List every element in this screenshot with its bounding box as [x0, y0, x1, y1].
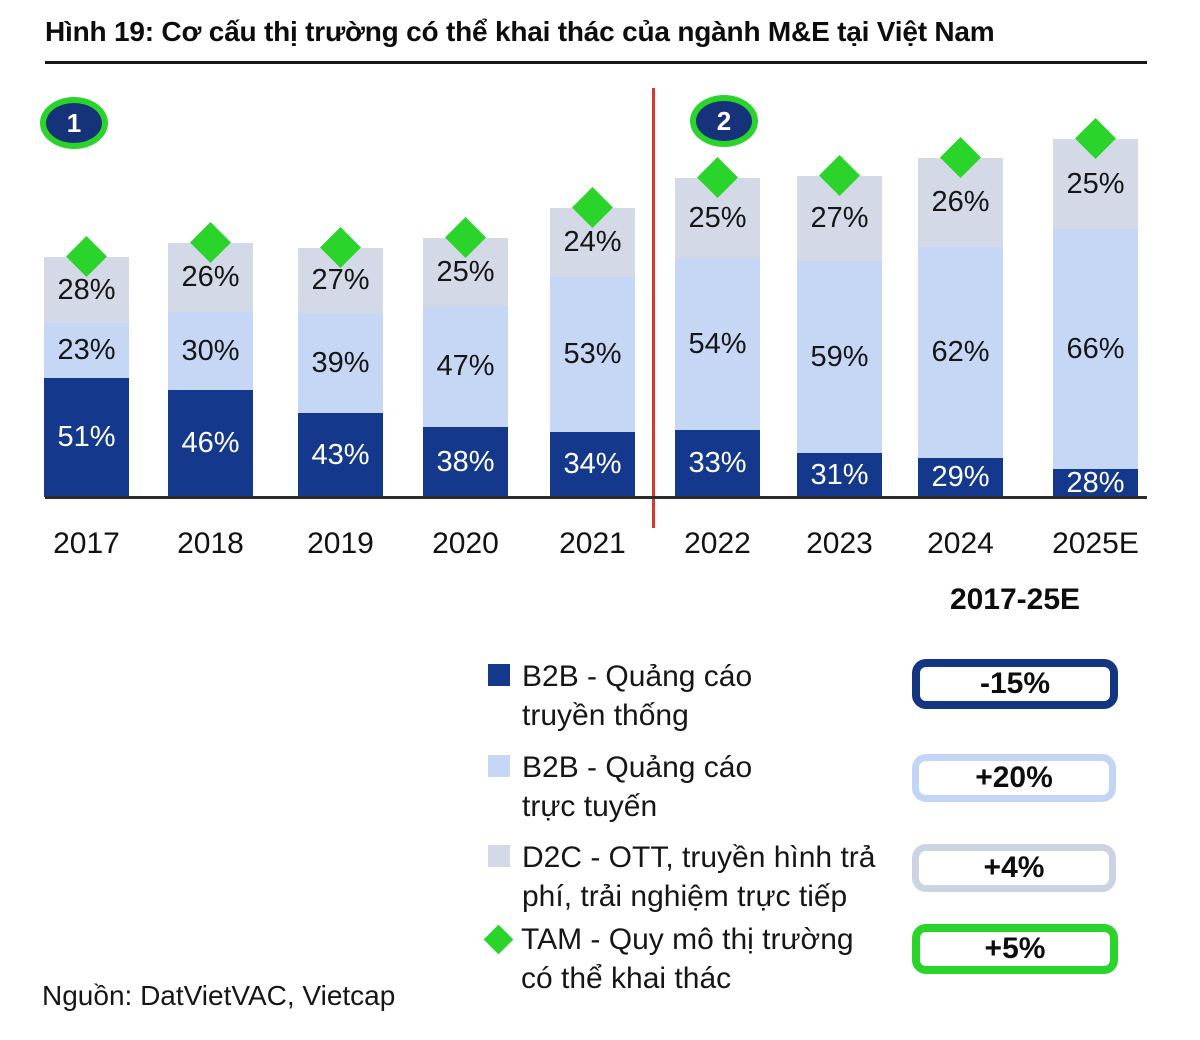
stacked-bar-2017: 28% 23% 51% — [44, 235, 129, 497]
segment-d2c-2024: 26% — [918, 158, 1003, 247]
segment-b2b-online-2021: 53% — [550, 277, 635, 432]
legend-item-1: B2B - Quảng cáo trực tuyến — [488, 748, 752, 826]
stacked-bar-2023: 27% 59% 31% — [797, 154, 882, 497]
segment-value-label: 33% — [688, 447, 747, 479]
segment-b2b-traditional-2020: 38% — [423, 427, 508, 497]
legend-square-icon — [488, 664, 510, 686]
segment-value-label: 47% — [436, 350, 495, 382]
x-axis-label-2021: 2021 — [559, 527, 626, 560]
x-axis-label-2020: 2020 — [432, 527, 499, 560]
segment-value-label: 28% — [57, 273, 116, 306]
x-axis-label-2025E: 2025E — [1052, 527, 1139, 560]
stacked-bar-2022: 25% 54% 33% — [675, 156, 760, 497]
period-divider-line — [652, 88, 655, 528]
legend-diamond-icon — [483, 924, 514, 955]
x-axis-label-2024: 2024 — [927, 527, 994, 560]
segment-value-label: 34% — [563, 448, 622, 480]
title-underline — [45, 61, 1147, 64]
segment-value-label: 29% — [931, 461, 990, 493]
stacked-bar-2019: 27% 39% 43% — [298, 226, 383, 497]
segment-value-label: 30% — [181, 334, 240, 367]
legend-item-3: TAM - Quy mô thị trường có thể khai thác — [483, 920, 854, 998]
legend-label: B2B - Quảng cáo trực tuyến — [522, 751, 753, 823]
cagr-badge--15: -15% — [912, 659, 1118, 709]
segment-b2b-traditional-2018: 46% — [168, 390, 253, 497]
segment-b2b-traditional-2024: 29% — [918, 458, 1003, 497]
phase-2-marker: 2 — [690, 95, 758, 147]
x-axis-label-2017: 2017 — [53, 527, 120, 560]
segment-b2b-traditional-2017: 51% — [44, 378, 129, 497]
source-note: Nguồn: DatVietVAC, Vietcap — [42, 980, 396, 1011]
stacked-bar-2021: 24% 53% 34% — [550, 186, 635, 497]
x-axis-label-2023: 2023 — [806, 527, 873, 560]
segment-b2b-traditional-2021: 34% — [550, 432, 635, 497]
segment-value-label: 66% — [1066, 332, 1125, 365]
segment-value-label: 27% — [311, 264, 370, 296]
segment-b2b-online-2024: 62% — [918, 247, 1003, 458]
segment-value-label: 54% — [688, 327, 747, 360]
segment-b2b-online-2018: 30% — [168, 312, 253, 390]
segment-value-label: 25% — [436, 255, 495, 288]
segment-b2b-online-2020: 47% — [423, 306, 508, 427]
segment-value-label: 38% — [436, 445, 495, 478]
phase-1-marker: 1 — [40, 97, 108, 149]
segment-value-label: 28% — [1066, 466, 1125, 499]
segment-value-label: 62% — [931, 336, 990, 368]
x-axis-label-2018: 2018 — [177, 527, 244, 560]
legend-item-2: D2C - OTT, truyền hình trả phí, trải nghi… — [488, 838, 875, 916]
segment-value-label: 23% — [57, 334, 116, 366]
segment-d2c-2018: 26% — [168, 243, 253, 312]
legend-label: B2B - Quảng cáo truyền thống — [522, 660, 753, 732]
segment-value-label: 31% — [810, 458, 869, 491]
legend-label: D2C - OTT, truyền hình trả phí, trải nghi… — [522, 841, 876, 913]
segment-value-label: 53% — [563, 338, 622, 370]
figure-title: Hình 19: Cơ cấu thị trường có thể khai t… — [45, 16, 995, 47]
segment-value-label: 27% — [810, 202, 869, 234]
cagr-period-header: 2017-25E — [949, 583, 1081, 616]
segment-b2b-online-2025E: 66% — [1053, 229, 1138, 469]
phase-2-number: 2 — [716, 105, 732, 136]
segment-value-label: 46% — [181, 427, 240, 459]
x-axis-label-2019: 2019 — [307, 527, 374, 560]
segment-b2b-traditional-2025E: 28% — [1053, 466, 1138, 499]
segment-b2b-online-2022: 54% — [675, 258, 760, 430]
segment-value-label: 26% — [931, 186, 990, 218]
segment-b2b-online-2019: 39% — [298, 313, 383, 413]
segment-value-label: 25% — [688, 201, 747, 234]
segment-value-label: 24% — [563, 226, 622, 258]
legend-square-icon — [488, 755, 510, 777]
segment-value-label: 51% — [57, 421, 116, 453]
segment-value-label: 39% — [311, 346, 370, 379]
segment-b2b-traditional-2022: 33% — [675, 430, 760, 497]
segment-value-label: 43% — [311, 438, 370, 471]
x-axis-label-2022: 2022 — [684, 527, 751, 560]
segment-value-label: 25% — [1066, 167, 1125, 200]
stacked-bar-2020: 25% 47% 38% — [423, 216, 508, 497]
segment-b2b-online-2017: 23% — [44, 323, 129, 378]
cagr-badge-+5: +5% — [912, 924, 1118, 974]
legend-square-icon — [488, 845, 510, 867]
stacked-bar-2024: 26% 62% 29% — [918, 136, 1003, 497]
segment-d2c-2020: 25% — [423, 238, 508, 306]
stacked-bar-2018: 26% 30% 46% — [168, 221, 253, 497]
phase-1-number: 1 — [66, 107, 82, 138]
segment-b2b-traditional-2019: 43% — [298, 413, 383, 497]
segment-value-label: 26% — [181, 261, 240, 293]
stacked-bar-2025E: 25% 66% 28% — [1053, 117, 1138, 499]
segment-b2b-online-2023: 59% — [797, 261, 882, 453]
legend-item-0: B2B - Quảng cáo truyền thống — [488, 657, 752, 735]
x-axis-line — [45, 496, 1147, 499]
cagr-badge-+4: +4% — [912, 844, 1116, 892]
cagr-badge-+20: +20% — [912, 754, 1116, 802]
legend-label: TAM - Quy mô thị trường có thể khai thác — [521, 923, 854, 995]
segment-b2b-traditional-2023: 31% — [797, 453, 882, 497]
segment-value-label: 59% — [810, 340, 869, 373]
